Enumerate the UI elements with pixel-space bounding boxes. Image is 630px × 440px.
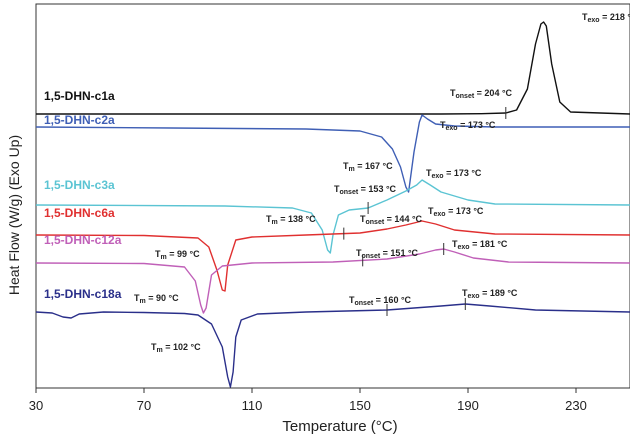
x-axis-label: Temperature (°C) <box>282 418 398 435</box>
series-label-1: 1,5-DHN-c2a <box>44 113 115 127</box>
annotation-exo: Texo = 189 °C <box>462 288 518 300</box>
annotation-exo: Texo = 181 °C <box>452 239 508 251</box>
series-label-3: 1,5-DHN-c6a <box>44 206 115 220</box>
series-line-5 <box>35 303 630 388</box>
x-tick-label: 110 <box>242 398 263 413</box>
x-tick-label: 70 <box>137 398 151 413</box>
traces <box>35 21 630 388</box>
annotation-onset: Tonset = 151 °C <box>356 248 419 260</box>
annotations: Texo = 218 °C Tonset = 204 °C Texo = 173 °… <box>134 12 630 354</box>
series-line-0 <box>36 21 630 115</box>
annotation-onset: Tonset = 160 °C <box>349 295 412 307</box>
annotation-m: Tm = 99 °C <box>155 249 200 261</box>
annotation-m: Tm = 138 °C <box>266 214 316 226</box>
annotation-m: Tm = 167 °C <box>343 161 393 173</box>
x-axis: 30 70 110 150 190 230 <box>29 388 587 413</box>
series-line-3 <box>35 220 630 292</box>
series-line-4 <box>35 248 630 314</box>
x-tick-label: 30 <box>29 398 43 413</box>
series-labels: 1,5-DHN-c1a 1,5-DHN-c2a 1,5-DHN-c3a 1,5-DHN… <box>44 89 122 301</box>
series-label-4: 1,5-DHN-c12a <box>44 233 122 247</box>
annotation-m: Tm = 90 °C <box>134 293 179 305</box>
annotation-exo: Texo = 173 °C <box>428 206 484 218</box>
annotation-onset: Tonset = 204 °C <box>450 88 513 100</box>
x-tick-label: 190 <box>457 398 479 413</box>
annotation-m: Tm = 102 °C <box>151 342 201 354</box>
series-label-2: 1,5-DHN-c3a <box>44 178 115 192</box>
series-line-1 <box>35 114 630 193</box>
annotation-onset: Tonset = 144 °C <box>360 214 423 226</box>
annotation-exo: Texo = 173 °C <box>426 168 482 180</box>
annotation-onset: Tonset = 153 °C <box>334 184 397 196</box>
series-line-2 <box>35 179 630 254</box>
x-tick-label: 230 <box>565 398 587 413</box>
x-tick-label: 150 <box>349 398 371 413</box>
plot-frame <box>35 3 630 389</box>
annotation-exo: Texo = 173 °C <box>440 120 496 132</box>
annotation-exo: Texo = 218 °C <box>582 12 630 24</box>
series-label-0: 1,5-DHN-c1a <box>44 89 115 103</box>
y-axis-label: Heat Flow (W/g) (Exo Up) <box>6 134 22 296</box>
series-label-5: 1,5-DHN-c18a <box>44 287 122 301</box>
